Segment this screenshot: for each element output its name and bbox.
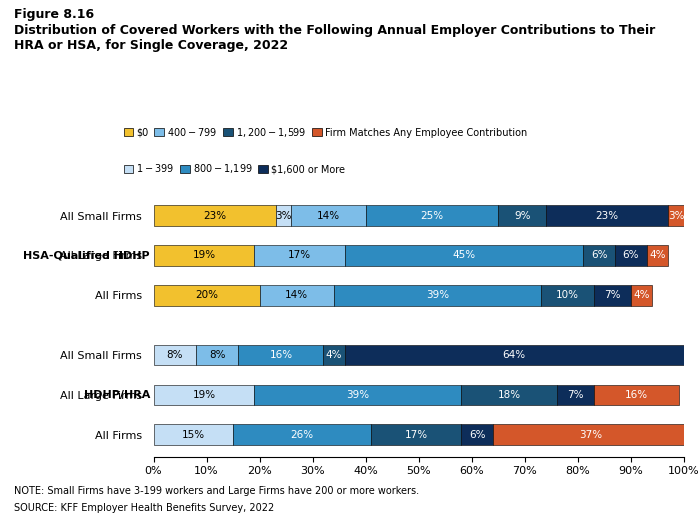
Bar (196, 345, 239, 365)
Bar (461, 385, 557, 405)
Bar (371, 425, 461, 445)
Text: 17%: 17% (405, 430, 428, 440)
Text: 6%: 6% (469, 430, 485, 440)
Bar (493, 425, 690, 445)
Text: 39%: 39% (346, 390, 369, 400)
Text: 7%: 7% (567, 390, 584, 400)
Bar (233, 425, 371, 445)
Text: Figure 8.16: Figure 8.16 (14, 8, 94, 21)
Legend: $0, $400 - $799, $1,200 - $1,599, Firm Matches Any Employee Contribution: $0, $400 - $799, $1,200 - $1,599, Firm M… (124, 125, 527, 139)
Bar (276, 205, 292, 226)
Text: 19%: 19% (193, 250, 216, 260)
Bar (323, 345, 345, 365)
Bar (615, 245, 647, 266)
Text: 14%: 14% (317, 211, 340, 220)
Text: Distribution of Covered Workers with the Following Annual Employer Contributions: Distribution of Covered Workers with the… (14, 24, 655, 51)
Text: 19%: 19% (193, 390, 216, 400)
Bar (154, 285, 260, 306)
Text: 64%: 64% (503, 350, 526, 360)
Text: 4%: 4% (633, 290, 650, 300)
Text: 8%: 8% (209, 350, 225, 360)
Bar (541, 285, 594, 306)
Text: 10%: 10% (556, 290, 579, 300)
Text: 23%: 23% (595, 211, 618, 220)
Text: 15%: 15% (181, 430, 205, 440)
Text: 4%: 4% (326, 350, 342, 360)
Text: SOURCE: KFF Employer Health Benefits Survey, 2022: SOURCE: KFF Employer Health Benefits Sur… (14, 503, 274, 513)
Text: 26%: 26% (290, 430, 313, 440)
Bar (366, 205, 498, 226)
Text: 6%: 6% (623, 250, 639, 260)
Text: 23%: 23% (203, 211, 226, 220)
Bar (154, 245, 254, 266)
Bar (334, 285, 541, 306)
Text: 9%: 9% (514, 211, 530, 220)
Bar (631, 285, 652, 306)
Bar (594, 285, 631, 306)
Bar (292, 205, 366, 226)
Text: 20%: 20% (195, 290, 218, 300)
Text: 16%: 16% (269, 350, 292, 360)
Text: 16%: 16% (625, 390, 648, 400)
Bar (594, 385, 678, 405)
Text: 17%: 17% (288, 250, 311, 260)
Text: HDHP/HRA: HDHP/HRA (84, 390, 150, 400)
Bar (345, 245, 584, 266)
Bar (546, 205, 668, 226)
Text: 6%: 6% (591, 250, 607, 260)
Bar (345, 345, 684, 365)
Bar (584, 245, 615, 266)
Bar (239, 345, 323, 365)
Bar (461, 425, 493, 445)
Bar (557, 385, 594, 405)
Bar (154, 385, 254, 405)
Text: 8%: 8% (167, 350, 183, 360)
Text: 25%: 25% (420, 211, 444, 220)
Text: 39%: 39% (426, 290, 449, 300)
Text: 4%: 4% (649, 250, 666, 260)
Text: 3%: 3% (668, 211, 684, 220)
Text: 14%: 14% (285, 290, 309, 300)
Bar (668, 205, 684, 226)
Text: 3%: 3% (275, 211, 292, 220)
Text: HSA-Qualified HDHP: HSA-Qualified HDHP (24, 250, 150, 260)
Bar (647, 245, 668, 266)
Bar (254, 245, 345, 266)
Bar (154, 425, 233, 445)
Text: 7%: 7% (604, 290, 621, 300)
Text: NOTE: Small Firms have 3-199 workers and Large Firms have 200 or more workers.: NOTE: Small Firms have 3-199 workers and… (14, 486, 419, 496)
Text: 45%: 45% (452, 250, 475, 260)
Bar (154, 345, 196, 365)
Text: 18%: 18% (498, 390, 521, 400)
Bar (260, 285, 334, 306)
Bar (498, 205, 546, 226)
Legend: $1 - $399, $800 - $1,199, $1,600 or More: $1 - $399, $800 - $1,199, $1,600 or More (124, 162, 345, 175)
Bar (254, 385, 461, 405)
Bar (154, 205, 276, 226)
Text: 37%: 37% (579, 430, 603, 440)
